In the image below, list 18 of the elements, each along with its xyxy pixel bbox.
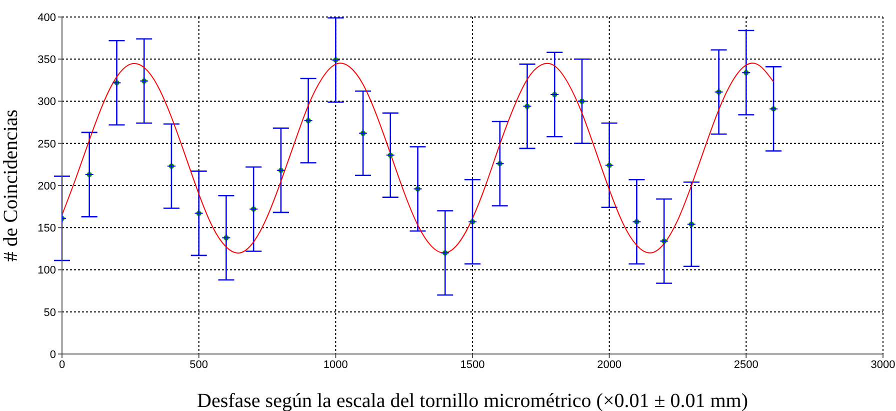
- y-axis-title: # de Coincidencias: [0, 109, 22, 262]
- y-tick-label: 350: [38, 54, 56, 66]
- x-tick-label: 3000: [870, 358, 896, 371]
- y-tick-label: 0: [50, 348, 56, 361]
- y-tick-label: 250: [38, 138, 56, 150]
- y-tick-label: 50: [44, 306, 56, 319]
- x-tick-label: 1000: [323, 358, 348, 371]
- x-tick-label: 0: [58, 358, 66, 371]
- y-tick-label: 100: [38, 264, 56, 277]
- y-tick-label: 400: [38, 12, 56, 24]
- y-tick-label: 150: [38, 222, 56, 235]
- x-tick-label: 2000: [597, 358, 622, 371]
- x-tick-label: 2500: [734, 358, 758, 371]
- x-axis-title: Desfase según la escala del tornillo micrométrico (×0.01 ± 0.01 mm): [197, 390, 748, 411]
- y-tick-label: 300: [38, 96, 56, 108]
- y-tick-label: 200: [38, 180, 56, 192]
- x-tick-label: 1500: [460, 358, 485, 371]
- x-tick-label: 500: [190, 358, 208, 371]
